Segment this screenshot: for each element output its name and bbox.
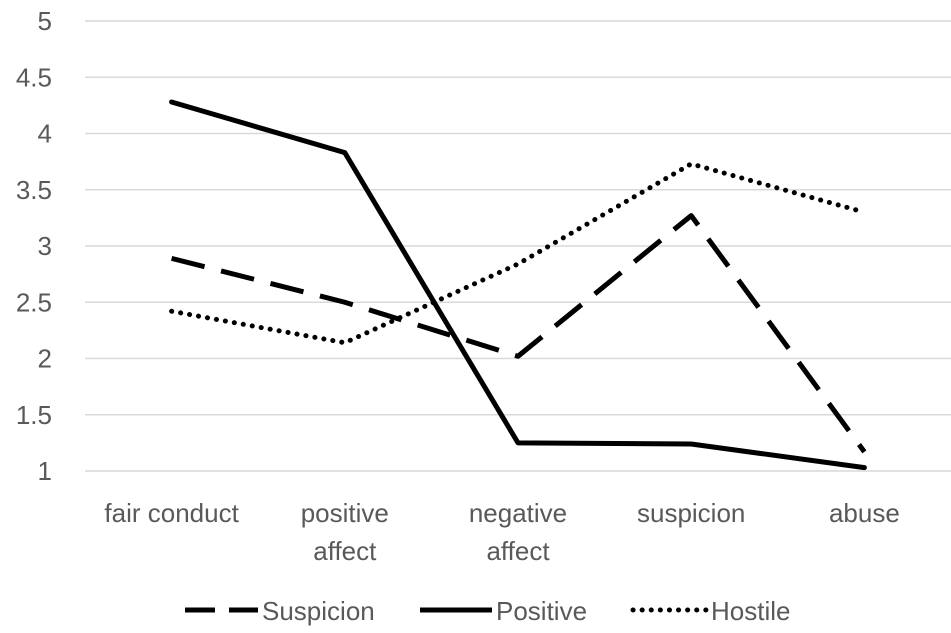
series-line-suspicion [170, 213, 867, 454]
y-tick-label: 5 [38, 6, 52, 36]
x-tick-label: negative [469, 498, 567, 528]
y-axis-tick-labels: 1 1.5 2 2.5 3 3.5 4 4.5 5 [16, 6, 52, 486]
y-tick-label: 2.5 [16, 287, 52, 317]
legend-label-suspicion: Suspicion [262, 596, 375, 626]
y-tick-label: 4.5 [16, 62, 52, 92]
y-tick-label: 3.5 [16, 175, 52, 205]
x-tick-label: suspicion [637, 498, 745, 528]
x-tick-label: fair conduct [104, 498, 239, 528]
grid-layer [85, 20, 951, 472]
legend-label-positive: Positive [496, 596, 587, 626]
x-tick-label: abuse [829, 498, 900, 528]
y-tick-label: 1 [38, 456, 52, 486]
x-axis-tick-labels: fair conduct positive affect negative affect… [104, 498, 899, 566]
x-tick-label: affect [486, 536, 550, 566]
series-line-hostile [169, 161, 867, 346]
series-lines [169, 99, 867, 471]
y-tick-label: 4 [38, 119, 52, 149]
legend: Suspicion Positive Hostile [185, 596, 790, 626]
x-tick-label: positive [301, 498, 389, 528]
legend-label-hostile: Hostile [711, 596, 790, 626]
series-line-positive [169, 99, 867, 471]
y-tick-label: 3 [38, 231, 52, 261]
y-tick-label: 1.5 [16, 400, 52, 430]
x-tick-label: affect [313, 536, 377, 566]
y-tick-label: 2 [38, 344, 52, 374]
